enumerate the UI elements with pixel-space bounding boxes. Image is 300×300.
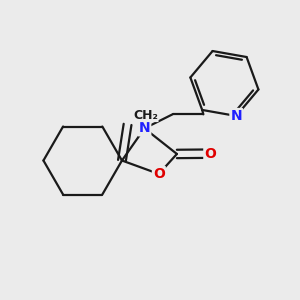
Text: O: O xyxy=(153,167,165,181)
Text: N: N xyxy=(139,122,150,135)
Text: O: O xyxy=(204,147,216,161)
Text: N: N xyxy=(230,109,242,123)
Text: CH₂: CH₂ xyxy=(133,109,158,122)
